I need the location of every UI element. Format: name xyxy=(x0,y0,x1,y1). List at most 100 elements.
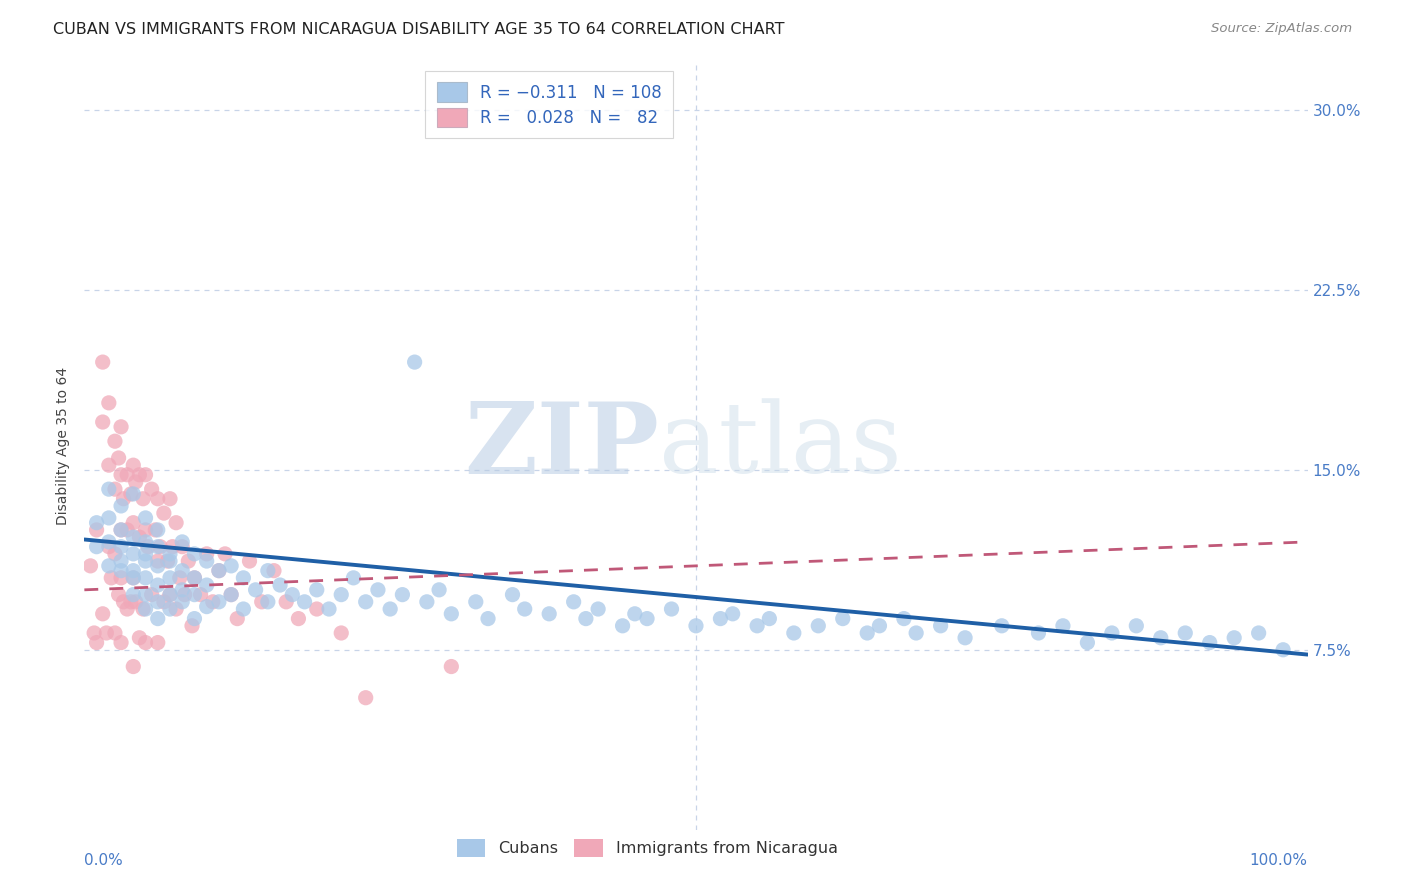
Point xyxy=(661,602,683,616)
Point xyxy=(747,619,769,633)
Point xyxy=(153,506,176,520)
Point xyxy=(135,467,157,482)
Point xyxy=(464,595,486,609)
Point xyxy=(83,626,105,640)
Point xyxy=(136,540,159,554)
Point xyxy=(183,571,205,585)
Point xyxy=(250,595,273,609)
Point xyxy=(110,571,132,585)
Point xyxy=(586,602,609,616)
Point xyxy=(1223,631,1246,645)
Point xyxy=(758,612,780,626)
Point xyxy=(86,635,108,649)
Point xyxy=(219,588,242,602)
Point xyxy=(159,588,181,602)
Point xyxy=(172,564,194,578)
Point xyxy=(1052,619,1074,633)
Point xyxy=(122,458,145,473)
Point xyxy=(153,595,176,609)
Point xyxy=(624,607,647,621)
Point xyxy=(172,535,194,549)
Point xyxy=(146,540,169,554)
Point xyxy=(181,619,204,633)
Point xyxy=(146,558,169,573)
Point xyxy=(146,612,169,626)
Point xyxy=(110,635,132,649)
Text: 0.0%: 0.0% xyxy=(84,853,124,868)
Point xyxy=(367,582,389,597)
Point xyxy=(125,475,148,489)
Point xyxy=(125,595,148,609)
Point xyxy=(146,491,169,506)
Point xyxy=(97,535,120,549)
Point xyxy=(86,540,108,554)
Point xyxy=(1150,631,1173,645)
Point xyxy=(263,564,285,578)
Point xyxy=(294,595,316,609)
Point xyxy=(1076,635,1098,649)
Point xyxy=(177,554,200,568)
Point xyxy=(122,571,145,585)
Point xyxy=(135,635,157,649)
Point xyxy=(636,612,658,626)
Point xyxy=(110,540,132,554)
Y-axis label: Disability Age 35 to 64: Disability Age 35 to 64 xyxy=(56,367,70,525)
Point xyxy=(135,547,157,561)
Point xyxy=(79,558,101,573)
Point xyxy=(238,554,260,568)
Point xyxy=(112,491,135,506)
Point xyxy=(1028,626,1050,640)
Text: CUBAN VS IMMIGRANTS FROM NICARAGUA DISABILITY AGE 35 TO 64 CORRELATION CHART: CUBAN VS IMMIGRANTS FROM NICARAGUA DISAB… xyxy=(53,22,785,37)
Point xyxy=(110,523,132,537)
Point xyxy=(172,595,194,609)
Point xyxy=(513,602,536,616)
Point xyxy=(86,516,108,530)
Text: 100.0%: 100.0% xyxy=(1250,853,1308,868)
Point xyxy=(354,690,377,705)
Point xyxy=(929,619,952,633)
Point xyxy=(120,595,142,609)
Point xyxy=(214,547,236,561)
Point xyxy=(132,602,155,616)
Point xyxy=(856,626,879,640)
Point xyxy=(91,355,114,369)
Point xyxy=(342,571,364,585)
Point xyxy=(208,564,231,578)
Point xyxy=(122,516,145,530)
Point xyxy=(100,571,122,585)
Point xyxy=(159,547,181,561)
Point xyxy=(1101,626,1123,640)
Point xyxy=(128,631,150,645)
Point xyxy=(318,602,340,616)
Point xyxy=(97,396,120,410)
Point xyxy=(219,558,242,573)
Point xyxy=(159,602,181,616)
Point xyxy=(190,588,212,602)
Point xyxy=(156,554,179,568)
Point xyxy=(330,588,353,602)
Point xyxy=(162,540,184,554)
Point xyxy=(104,547,127,561)
Point xyxy=(159,554,181,568)
Point xyxy=(276,595,298,609)
Point xyxy=(120,487,142,501)
Point xyxy=(183,571,205,585)
Point xyxy=(122,530,145,544)
Text: ZIP: ZIP xyxy=(464,398,659,494)
Point xyxy=(141,482,163,496)
Point xyxy=(477,612,499,626)
Point xyxy=(538,607,561,621)
Point xyxy=(146,578,169,592)
Point xyxy=(427,582,450,597)
Point xyxy=(172,540,194,554)
Point xyxy=(287,612,309,626)
Point xyxy=(135,588,157,602)
Point xyxy=(128,467,150,482)
Point xyxy=(1174,626,1197,640)
Point xyxy=(135,571,157,585)
Point xyxy=(281,588,304,602)
Point xyxy=(104,482,127,496)
Point xyxy=(110,467,132,482)
Text: Source: ZipAtlas.com: Source: ZipAtlas.com xyxy=(1212,22,1353,36)
Point xyxy=(440,607,463,621)
